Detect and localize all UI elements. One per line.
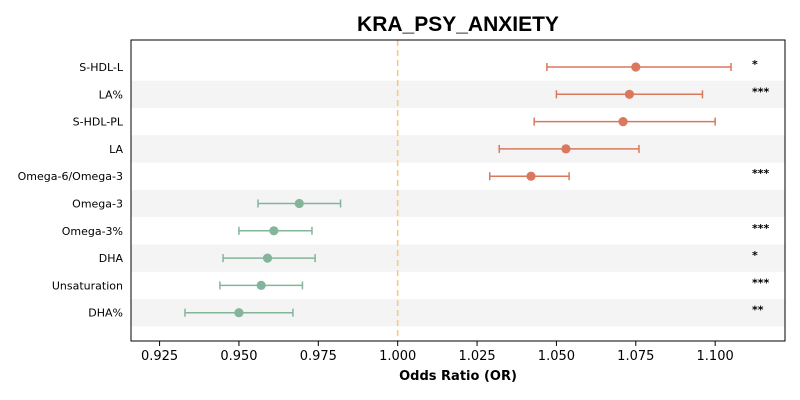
or-point (561, 144, 571, 154)
x-axis-label: Odds Ratio (OR) (399, 369, 517, 384)
forest-row: Omega-3 (72, 198, 342, 211)
or-point (631, 62, 641, 72)
plot-frame (130, 39, 786, 342)
row-band (131, 189, 785, 218)
row-label: S-HDL-L (79, 61, 124, 74)
or-point (256, 280, 266, 290)
row-label: Omega-6/Omega-3 (18, 170, 123, 183)
row-label: DHA (99, 252, 124, 265)
or-point (269, 226, 279, 236)
or-point (234, 308, 244, 318)
significance-label: *** (752, 167, 770, 180)
forest-row: Unsaturation *** (52, 276, 770, 292)
row-label: LA% (99, 88, 123, 101)
significance-label: *** (752, 276, 770, 289)
or-point (624, 89, 635, 99)
forest-row: S-HDL-PL (73, 116, 716, 129)
row-label: LA (109, 143, 123, 156)
row-band (131, 135, 785, 163)
row-label: Unsaturation (52, 279, 123, 292)
x-tick-label: 0.950 (220, 349, 257, 364)
x-tick-label: 1.000 (379, 349, 416, 364)
x-tick-label: 0.975 (300, 349, 337, 364)
or-point (262, 253, 273, 263)
or-point (618, 117, 628, 127)
significance-label: * (752, 58, 758, 71)
x-tick-label: 1.075 (617, 349, 654, 364)
row-label: Omega-3 (72, 198, 123, 211)
x-tick-label: 1.100 (697, 349, 734, 364)
forest-row: LA% *** (99, 85, 770, 101)
x-tick-label: 1.025 (458, 349, 495, 364)
significance-label: ** (752, 304, 764, 317)
forest-row: Omega-3% *** (62, 222, 770, 238)
forest-row: DHA% ** (88, 304, 763, 320)
row-label: Omega-3% (62, 225, 123, 238)
chart-title: KRA_PSY_ANXIETY (357, 13, 559, 36)
forest-row: S-HDL-L * (79, 58, 758, 74)
row-label: DHA% (88, 307, 123, 320)
row-label: S-HDL-PL (73, 116, 124, 129)
forest-row: LA (109, 143, 640, 156)
or-point (526, 171, 536, 181)
forest-row: Omega-6/Omega-3 *** (18, 167, 770, 183)
or-point (294, 198, 304, 209)
x-tick-label: 0.925 (141, 349, 178, 364)
significance-label: * (752, 249, 758, 262)
significance-label: *** (752, 222, 770, 235)
x-tick-label: 1.050 (538, 349, 575, 364)
forest-row: DHA * (99, 249, 758, 265)
significance-label: *** (752, 85, 770, 98)
